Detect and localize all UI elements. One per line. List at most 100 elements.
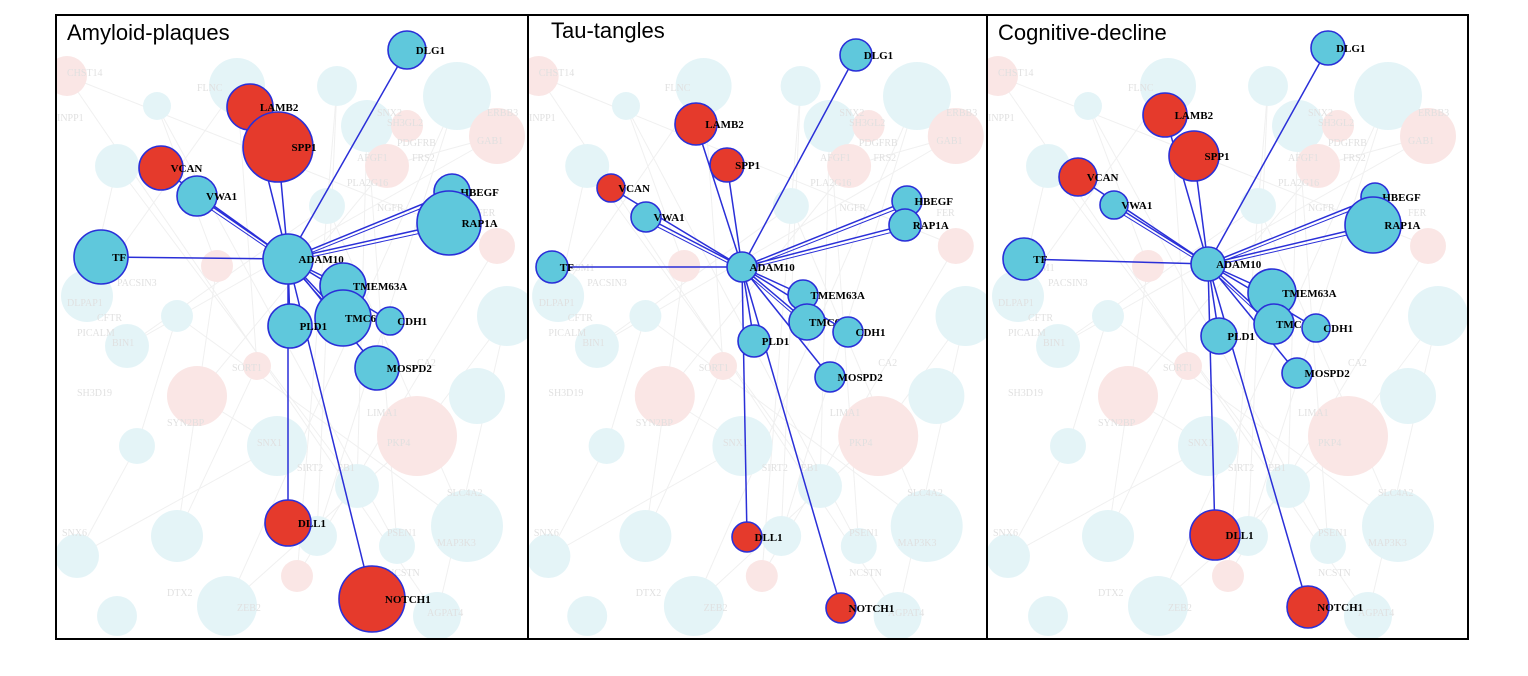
background-node xyxy=(1308,396,1388,476)
edge-adam10-hbegf-parallel xyxy=(1207,200,1376,268)
node-vcan: VCAN xyxy=(1058,157,1119,197)
node-hbegf: HBEGF xyxy=(891,185,954,217)
background-node xyxy=(105,324,149,368)
background-node xyxy=(1266,464,1310,508)
background-node xyxy=(840,528,877,564)
node-tmem63a: TMEM63A xyxy=(787,279,865,311)
background-node xyxy=(567,596,608,636)
background-edge xyxy=(1007,445,1209,557)
background-node xyxy=(529,534,571,578)
background-node-label: CA2 xyxy=(1348,358,1367,369)
node-pld1: PLD1 xyxy=(1200,317,1255,355)
node-label: TMEM63A xyxy=(353,281,407,293)
node-circle xyxy=(176,175,218,217)
background-node-label: AGPAT4 xyxy=(427,608,463,619)
background-node xyxy=(1296,144,1340,188)
node-tf: TF xyxy=(535,250,574,284)
edge-adam10-vwa1 xyxy=(645,216,743,268)
background-node xyxy=(588,428,625,464)
node-label: CDH1 xyxy=(397,316,427,328)
node-label: TMEM63A xyxy=(811,290,865,302)
background-edge xyxy=(296,85,338,577)
background-node-label: SNX2 xyxy=(1308,108,1333,119)
node-circle xyxy=(1286,585,1330,629)
background-edge xyxy=(1367,315,1439,617)
background-node-label: PSEN1 xyxy=(1318,528,1347,539)
node-dll1: DLL1 xyxy=(731,521,783,553)
background-node xyxy=(761,516,802,556)
background-node-label: NGFR xyxy=(839,203,866,214)
edge-adam10-vcan xyxy=(1077,176,1209,265)
node-vwa1: VWA1 xyxy=(1099,190,1152,220)
background-node xyxy=(1362,490,1434,562)
node-circle xyxy=(674,102,718,146)
node-tmc6: TMC6 xyxy=(314,289,377,347)
background-node-label: AFGF1 xyxy=(1288,153,1319,164)
background-node xyxy=(992,270,1044,322)
node-circle xyxy=(242,111,314,183)
node-vcan: VCAN xyxy=(138,145,203,191)
background-node xyxy=(97,596,137,636)
background-node xyxy=(365,144,409,188)
background-edge xyxy=(76,445,278,557)
background-node-label: FLNC xyxy=(1128,83,1154,94)
background-node-label: MAP3K3 xyxy=(898,538,937,549)
panel-tau-tangles: Tau-tangles CHST14 FLNC SNX2 ERBB3 PDGFRB SH3… xyxy=(527,14,988,640)
background-node xyxy=(529,56,559,96)
node-label: MOSPD2 xyxy=(387,363,433,375)
node-circle xyxy=(1190,246,1226,282)
node-circle xyxy=(535,250,569,284)
background-node-label: AFGF1 xyxy=(820,153,851,164)
background-node xyxy=(1178,416,1238,476)
background-node xyxy=(634,366,695,426)
node-circle xyxy=(138,145,184,191)
background-node xyxy=(479,228,515,264)
node-mospd2: MOSPD2 xyxy=(1281,357,1350,389)
node-label: HBEGF xyxy=(915,196,954,208)
background-node-label: NGFR xyxy=(377,203,404,214)
background-node xyxy=(95,144,139,188)
edge-adam10-rap1a-parallel xyxy=(1207,228,1374,268)
background-node xyxy=(574,324,619,368)
background-node-label: FER xyxy=(936,208,955,219)
background-edge xyxy=(606,315,646,447)
background-node xyxy=(201,250,233,282)
background-node xyxy=(317,66,357,106)
background-edge xyxy=(664,165,850,397)
background-node-label: SH3GL2 xyxy=(849,118,885,129)
node-circle xyxy=(387,30,427,70)
node-adam10: ADAM10 xyxy=(262,233,344,285)
background-node-label: FLNC xyxy=(665,83,691,94)
background-edge xyxy=(236,85,258,367)
node-vcan: VCAN xyxy=(596,173,650,203)
background-node xyxy=(838,396,919,476)
background-node-label: GAB1 xyxy=(936,136,962,147)
background-node xyxy=(745,560,778,592)
background-node-label: PSEN1 xyxy=(387,528,416,539)
background-node-label: SNX2 xyxy=(839,108,864,119)
edge-adam10-dlg1 xyxy=(287,49,408,260)
node-label: VWA1 xyxy=(206,191,237,203)
background-node xyxy=(908,368,965,424)
background-node-label: MAP3K3 xyxy=(437,538,476,549)
node-circle xyxy=(1281,357,1313,389)
edge-adam10-vcan xyxy=(610,187,743,268)
background-node xyxy=(629,300,662,332)
node-label: VCAN xyxy=(171,163,203,175)
edge-adam10-mospd2 xyxy=(741,266,831,378)
background-node xyxy=(477,286,527,346)
edge-adam10-notch1 xyxy=(741,266,842,609)
background-node-label: ZEB2 xyxy=(1168,603,1192,614)
edge-adam10-lamb2 xyxy=(1164,114,1209,265)
background-node xyxy=(1400,108,1456,164)
background-node-label: SIRT2 xyxy=(297,463,323,474)
background-node xyxy=(883,62,951,130)
node-tmc6: TMC6 xyxy=(788,303,841,341)
edge-adam10-tf xyxy=(1023,258,1209,265)
background-node xyxy=(565,144,610,188)
background-node-label: AGPAT4 xyxy=(888,608,924,619)
background-edge xyxy=(116,165,358,487)
background-node xyxy=(143,92,171,120)
background-node xyxy=(57,56,87,96)
background-node xyxy=(780,66,821,106)
